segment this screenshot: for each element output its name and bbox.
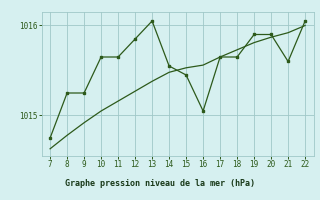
Text: Graphe pression niveau de la mer (hPa): Graphe pression niveau de la mer (hPa) (65, 179, 255, 188)
